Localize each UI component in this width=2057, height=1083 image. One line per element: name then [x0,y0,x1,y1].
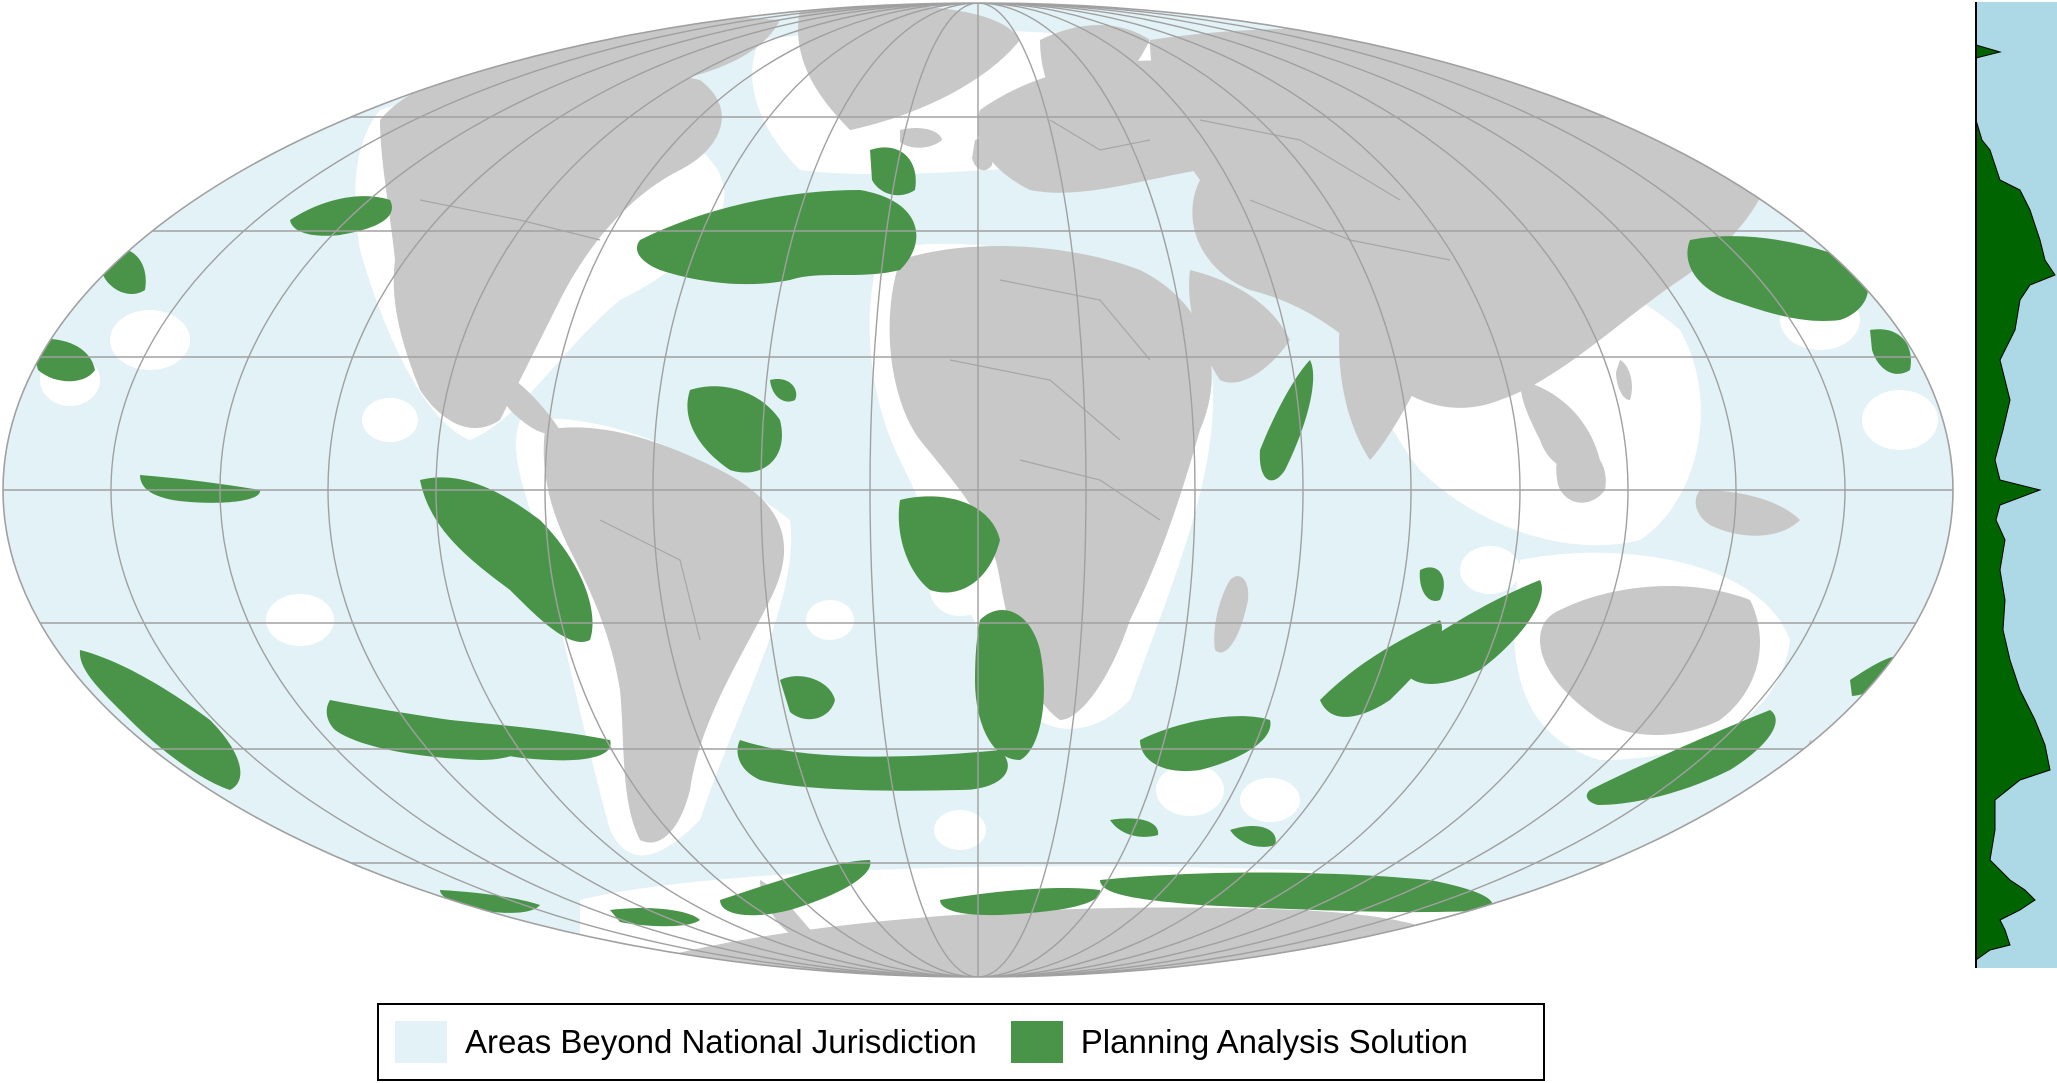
land-asia [1150,28,1773,408]
solution-indian-northwest [1259,360,1314,481]
solution-southern-ocean-2 [1100,872,1493,913]
solution-gulf-guinea [898,496,1000,593]
eez-pacific-island-2 [362,398,418,442]
solution-south-atlantic-west [780,676,835,720]
solution-pacific-west-cluster [1687,236,1869,321]
solution-southern-kerguelen [1230,825,1276,847]
solution-pacific-hawaii [30,338,95,382]
eez-indian-island-1 [1156,764,1224,816]
solution-pacific-east-1 [420,477,593,642]
land-new-guinea [1695,490,1800,536]
solution-pacific-south-1 [79,650,241,790]
land-uk [972,138,993,171]
solution-southern-ocean-1 [940,888,1101,916]
land-philippines [1616,360,1632,400]
land-india [1339,320,1420,460]
solution-north-atlantic [636,190,917,285]
solution-southern-ocean-5 [440,890,540,913]
land-central-america [480,360,560,434]
eez-pacific-east [1862,390,1938,450]
legend: Areas Beyond National Jurisdiction Plann… [377,1003,1545,1081]
eez-pacific-island-3 [266,594,334,646]
land-north-america [380,63,722,429]
solution-north-atlantic-east [870,147,916,196]
solution-southern-ocean-3 [720,860,871,916]
eez-indian-island-3 [1460,546,1520,594]
solution-atlantic-central [687,386,782,473]
legend-entry-abnj: Areas Beyond National Jurisdiction [395,1021,977,1063]
planning-solution-layer [30,147,1911,927]
solution-south-atlantic-band [737,740,1008,791]
solution-south-atlantic-ridge [975,610,1044,760]
land-borneo [1556,447,1606,503]
legend-label-abnj: Areas Beyond National Jurisdiction [465,1023,977,1060]
solution-indian-ridge-2 [1400,580,1542,684]
legend-label-solution: Planning Analysis Solution [1080,1023,1468,1060]
eez-south-atlantic-island [934,810,986,850]
profile-solution-fill [1975,2,2056,968]
solution-pacific-equatorial [140,475,261,503]
solution-pacific-east-3 [450,720,611,761]
legend-swatch-abnj [395,1021,447,1063]
eez-indian-island-2 [1240,778,1300,822]
latitude-profile-panel [1975,2,2057,968]
national-borders-layer [419,119,1451,641]
land-canada-arctic [400,16,780,101]
solution-pacific-west-small [1870,329,1911,374]
land-scandinavia [1040,25,1150,120]
solution-indian-center [1419,567,1444,601]
eez-atlantic-island-3 [806,600,854,640]
globe-outline [2,2,1954,978]
land-south-america [543,427,785,843]
legend-entry-solution: Planning Analysis Solution [1010,1021,1468,1063]
land-iceland [900,128,942,148]
land-madagascar [1214,576,1249,653]
solution-caribbean-east [770,379,797,402]
eez-hawaii [110,310,190,370]
land-arabia [1189,270,1290,383]
solution-indian-south [1140,716,1271,772]
legend-swatch-solution [1010,1021,1063,1063]
land-greenland [798,5,1020,130]
solution-pacific-north [290,196,392,236]
